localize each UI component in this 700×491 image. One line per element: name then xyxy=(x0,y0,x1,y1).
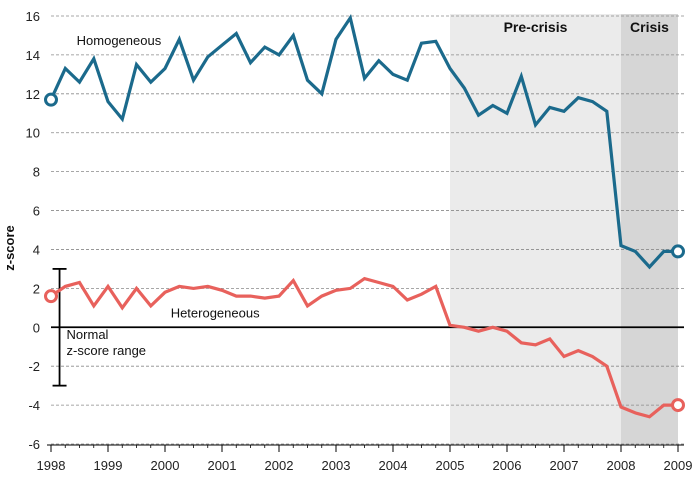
heterogeneous-start-marker xyxy=(44,289,58,304)
y-tick-label: 8 xyxy=(33,165,40,180)
x-tick-label: 2002 xyxy=(265,458,294,473)
y-tick-label: 4 xyxy=(33,242,40,257)
x-tick-label: 2008 xyxy=(607,458,636,473)
homogeneous-start-marker xyxy=(44,92,58,107)
y-tick-label: 10 xyxy=(26,126,40,141)
y-tick-label: -4 xyxy=(28,398,40,413)
heterogeneous-end-marker xyxy=(671,398,685,413)
y-tick-label: 0 xyxy=(33,320,40,335)
x-tick-label: 2004 xyxy=(379,458,408,473)
y-tick-label: 16 xyxy=(26,9,40,24)
region-label: Crisis xyxy=(630,19,669,35)
x-tick-label: 1998 xyxy=(37,458,66,473)
region-crisis xyxy=(621,14,678,444)
y-tick-label: 6 xyxy=(33,204,40,219)
region-pre-crisis xyxy=(450,14,621,444)
y-tick-label: 12 xyxy=(26,87,40,102)
y-tick-label: -2 xyxy=(28,359,40,374)
x-tick-label: 2005 xyxy=(436,458,465,473)
x-tick-label: 2007 xyxy=(550,458,579,473)
normal-range-label: z-score range xyxy=(67,343,146,358)
region-label: Pre-crisis xyxy=(504,19,568,35)
axis-layer: -6 -4 -2 0 2 4 6 8 10 12 14 16 1998 1999 2000 2001 2002 2… xyxy=(26,9,693,473)
homogeneous-line xyxy=(49,13,680,270)
y-tick-label: 2 xyxy=(33,281,40,296)
homogeneous-series-label: Homogeneous xyxy=(77,33,162,48)
x-tick-label: 1999 xyxy=(94,458,123,473)
y-axis-title: z-score xyxy=(2,225,17,271)
homogeneous-end-marker xyxy=(671,244,685,259)
grid-layer xyxy=(51,15,684,445)
heterogeneous-line xyxy=(49,276,680,419)
y-tick-label: 14 xyxy=(26,48,40,63)
y-tick-label: -6 xyxy=(28,437,40,452)
x-tick-label: 2000 xyxy=(151,458,180,473)
x-tick-label: 2006 xyxy=(493,458,522,473)
series-layer: Homogeneous Heterogeneous xyxy=(44,13,685,419)
x-tick-label: 2009 xyxy=(664,458,693,473)
x-tick-label: 2003 xyxy=(322,458,351,473)
x-tick-label: 2001 xyxy=(208,458,237,473)
heterogeneous-series-label: Heterogeneous xyxy=(171,306,260,321)
normal-range-label: Normal xyxy=(67,327,109,342)
regions-layer: Pre-crisis Crisis xyxy=(450,14,678,444)
